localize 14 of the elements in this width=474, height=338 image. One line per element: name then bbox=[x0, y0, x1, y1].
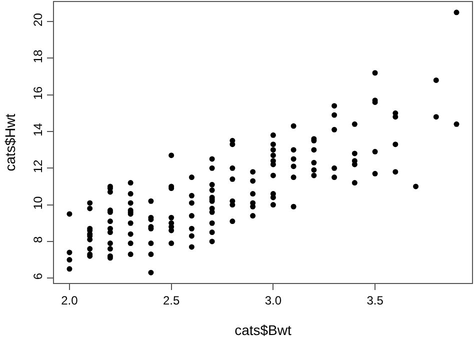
y-tick-label: 8 bbox=[31, 236, 46, 243]
x-tick-label: 2.0 bbox=[61, 293, 78, 308]
y-tick-label: 18 bbox=[31, 49, 46, 64]
y-tick-label: 12 bbox=[31, 159, 46, 174]
y-tick-label: 10 bbox=[31, 196, 46, 210]
y-axis-title: cats$Hwt bbox=[2, 114, 18, 172]
y-tick-label: 6 bbox=[31, 272, 46, 280]
y-tick-label: 16 bbox=[31, 86, 46, 100]
y-tick-label: 14 bbox=[31, 122, 46, 136]
y-tick-label: 20 bbox=[31, 12, 46, 26]
x-tick-label: 3.0 bbox=[264, 293, 282, 308]
x-axis-title: cats$Bwt bbox=[234, 322, 292, 338]
x-tick-label: 3.5 bbox=[366, 293, 384, 308]
x-tick-label: 2.5 bbox=[162, 293, 180, 308]
